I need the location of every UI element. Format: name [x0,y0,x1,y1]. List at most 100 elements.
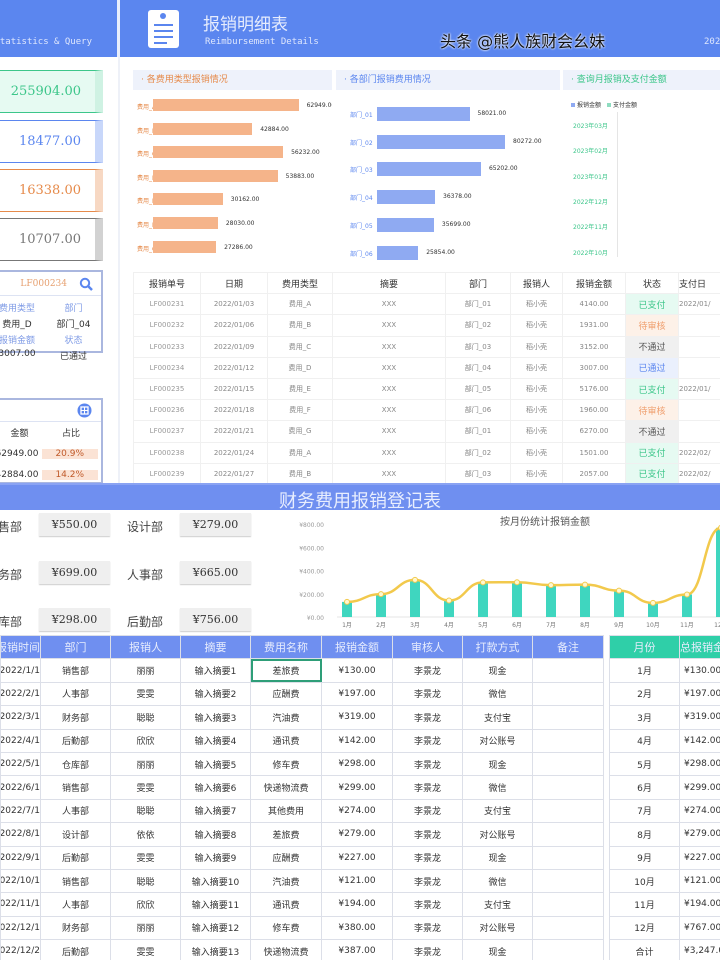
table-cell[interactable]: 2022/1/1 [0,658,41,683]
table-cell[interactable]: 依依 [110,822,181,847]
table-row[interactable]: 3月 ¥319.00 [609,705,720,730]
table-cell[interactable] [532,658,604,683]
table-cell[interactable]: ¥194.00 [321,892,393,917]
table-cell[interactable]: 丽丽 [110,915,181,941]
table-cell[interactable]: 李景龙 [392,798,463,824]
table-cell[interactable]: 支付宝 [462,798,533,824]
bar[interactable] [682,594,692,617]
bar[interactable] [648,602,658,617]
bar[interactable] [153,193,223,206]
bar[interactable] [580,584,590,617]
bar[interactable] [444,600,454,617]
table-row[interactable]: 2022/9/1 后勤部 雯雯 输入摘要9 应酬费 ¥227.00 李景龙 现金 [0,845,604,870]
table-cell[interactable]: 欣欣 [110,892,181,917]
table-cell[interactable]: 对公账号 [462,728,533,753]
table-cell[interactable]: 销售部 [40,775,111,800]
table-cell[interactable]: ¥298.00 [321,751,393,777]
bar[interactable] [377,190,435,205]
bar[interactable] [153,146,284,159]
table-cell[interactable]: 后勤部 [40,845,111,870]
table-cell[interactable]: 输入摘要12 [180,915,251,941]
table-cell[interactable] [532,681,604,707]
table-row[interactable]: LF000231 2022/01/03 费用_A XXX 部门_01 稻小壳 4140.00… [133,293,720,316]
table-cell[interactable]: 2022/4/1 [0,728,41,753]
bar[interactable] [153,99,299,111]
table-cell[interactable]: 支付宝 [462,705,533,730]
table-row[interactable]: LF000235 2022/01/15 费用_E XXX 部门_05 稻小壳 5176.00… [133,377,720,401]
table-cell[interactable]: 李景龙 [392,705,463,730]
table-row[interactable]: LF000236 2022/01/18 费用_F XXX 部门_06 稻小壳 1960.00… [133,399,720,422]
table-row[interactable]: LF000232 2022/01/06 费用_B XXX 部门_02 稻小壳 1931.00… [133,314,720,337]
table-cell[interactable]: 李景龙 [392,681,463,707]
table-cell[interactable]: 李景龙 [392,845,463,870]
bar[interactable] [377,107,470,121]
table-cell[interactable]: 微信 [462,775,533,800]
table-cell[interactable]: ¥279.00 [321,822,393,847]
table-cell[interactable]: 2022/10/1 [0,868,41,894]
table-cell[interactable]: ¥319.00 [321,705,393,730]
table-cell[interactable]: 2022/5/1 [0,751,41,777]
bar[interactable] [153,240,217,253]
bar[interactable] [376,594,386,617]
table-row[interactable]: LF000234 2022/01/12 费用_D XXX 部门_04 稻小壳 3007.00… [133,356,720,379]
table-cell[interactable]: 2022/6/1 [0,775,41,800]
table-cell[interactable]: 输入摘要8 [180,822,251,847]
table-cell[interactable]: 微信 [462,681,533,707]
table-cell[interactable]: 输入摘要5 [180,751,251,777]
table-row[interactable]: 2022/3/1 财务部 聪聪 输入摘要3 汽油费 ¥319.00 李景龙 支付宝 [0,705,604,730]
table-cell[interactable]: 汽油费 [250,705,322,730]
table-cell[interactable]: ¥121.00 [321,868,393,894]
table-row[interactable]: 8月 ¥279.00 [609,822,720,847]
table-cell[interactable]: 聪聪 [110,705,181,730]
table-cell[interactable]: 人事部 [40,892,111,917]
search-icon[interactable] [79,277,93,291]
table-cell[interactable]: 李景龙 [392,939,463,960]
table-cell[interactable]: 2022/3/1 [0,705,41,730]
table-cell[interactable]: ¥142.00 [321,728,393,753]
table-cell[interactable]: 快递物流费 [250,939,322,960]
table-cell[interactable]: 仓库部 [40,751,111,777]
table-cell[interactable] [532,939,604,960]
line-point[interactable] [650,599,656,606]
table-row[interactable]: 2022/2/1 人事部 雯雯 输入摘要2 应酬费 ¥197.00 李景龙 微信 [0,681,604,707]
table-cell[interactable]: 输入摘要11 [180,892,251,917]
table-cell[interactable]: 雯雯 [110,775,181,800]
table-cell[interactable]: 输入摘要10 [180,868,251,894]
table-cell[interactable]: 雯雯 [110,845,181,870]
table-cell[interactable]: 通讯费 [250,892,322,917]
line-point[interactable] [412,576,418,583]
table-cell[interactable]: 差旅费 [250,822,322,847]
table-cell[interactable]: 李景龙 [392,892,463,917]
table-cell[interactable]: 现金 [462,845,533,870]
table-cell[interactable]: ¥299.00 [321,775,393,800]
table-cell[interactable]: 支付宝 [462,892,533,917]
table-row[interactable]: 2022/4/1 后勤部 欣欣 输入摘要4 通讯费 ¥142.00 李景龙 对公账号 [0,728,604,753]
table-cell[interactable]: 后勤部 [40,728,111,753]
table-cell[interactable]: 销售部 [40,658,111,683]
table-cell[interactable]: 欣欣 [110,728,181,753]
bar[interactable] [153,169,278,182]
bar[interactable] [512,582,522,617]
table-cell[interactable]: ¥274.00 [321,798,393,824]
table-cell[interactable]: 李景龙 [392,751,463,777]
table-row[interactable]: 6月 ¥299.00 [609,775,720,800]
table-cell[interactable]: 输入摘要9 [180,845,251,870]
table-cell[interactable]: 输入摘要7 [180,798,251,824]
bar[interactable] [377,217,434,232]
table-cell[interactable]: ¥130.00 [321,658,393,683]
table-cell[interactable]: 现金 [462,658,533,683]
table-cell[interactable]: 2022/9/1 [0,845,41,870]
table-cell[interactable]: 财务部 [40,915,111,941]
table-cell[interactable]: 人事部 [40,798,111,824]
bar[interactable] [153,122,253,135]
line-point[interactable] [684,591,690,598]
table-cell[interactable]: 汽油费 [250,868,322,894]
table-row[interactable]: 2022/7/1 人事部 聪聪 输入摘要7 其他费用 ¥274.00 李景龙 支付宝 [0,798,604,824]
table-cell[interactable] [532,728,604,753]
bar[interactable] [377,245,419,260]
table-cell[interactable]: 快递物流费 [250,775,322,800]
table-cell[interactable]: 丽丽 [110,658,181,683]
